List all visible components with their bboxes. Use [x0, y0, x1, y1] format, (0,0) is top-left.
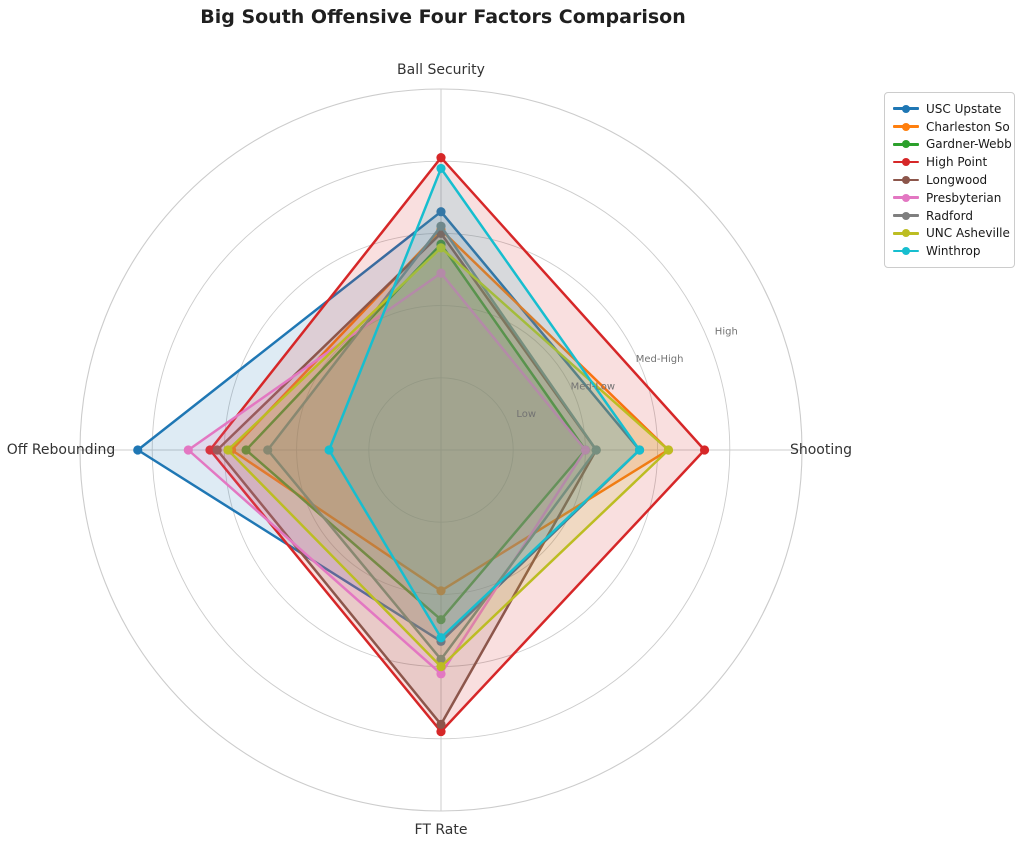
- legend-label: High Point: [926, 155, 988, 170]
- r-tick-label: High: [715, 326, 738, 337]
- r-tick-label: Med-High: [636, 354, 684, 365]
- legend-item: USC Upstate: [893, 100, 1006, 118]
- legend-item: Longwood: [893, 171, 1006, 189]
- r-tick-label: Low: [516, 409, 536, 420]
- series-point: [699, 445, 710, 455]
- legend-line-marker-icon: [893, 211, 919, 220]
- series-point: [436, 163, 446, 174]
- series-fill: [210, 157, 705, 732]
- legend-line-marker-icon: [893, 122, 919, 131]
- series-point: [183, 445, 193, 455]
- series-point: [436, 669, 446, 679]
- legend-item: Presbyterian: [893, 189, 1006, 207]
- series-fill: [188, 273, 586, 674]
- series-point: [436, 726, 446, 737]
- series-point: [133, 445, 143, 455]
- chart-title: Big South Offensive Four Factors Compari…: [200, 6, 686, 28]
- series-point: [591, 445, 601, 455]
- category-label: FT Rate: [415, 822, 468, 838]
- series-point: [241, 445, 251, 455]
- series-point: [205, 445, 215, 455]
- series-point: [223, 445, 233, 455]
- r-tick-label: Med-Low: [571, 382, 615, 393]
- series-point: [263, 445, 273, 455]
- category-label: Ball Security: [397, 62, 485, 78]
- series-point: [436, 586, 446, 596]
- series-point: [436, 719, 446, 729]
- series-point: [436, 207, 446, 217]
- legend-item: UNC Asheville: [893, 225, 1010, 243]
- series-point: [634, 445, 645, 455]
- legend-label: Longwood: [926, 173, 988, 188]
- legend-line-marker-icon: [893, 176, 919, 185]
- legend-line-marker-icon: [893, 104, 919, 113]
- series-fill: [329, 168, 640, 638]
- series-point: [212, 445, 222, 455]
- legend-line-marker-icon: [893, 158, 919, 167]
- legend-line-marker-icon: [893, 247, 919, 256]
- legend-item: Charleston So: [893, 118, 1010, 136]
- series-fill: [217, 233, 597, 725]
- series-point: [663, 445, 674, 455]
- legend-item: Radford: [893, 207, 1006, 225]
- series-point: [436, 243, 446, 253]
- series-point: [436, 152, 446, 163]
- legend-line-marker-icon: [893, 140, 919, 149]
- legend-item: Winthrop: [893, 242, 1006, 260]
- legend: USC Upstate Charleston So Gardner-Webb High…: [884, 92, 1015, 269]
- series-point: [436, 221, 446, 231]
- legend-line-marker-icon: [893, 229, 919, 238]
- series-fill: [246, 244, 586, 620]
- series-point: [324, 445, 334, 455]
- series-point: [580, 445, 591, 455]
- series-point: [436, 615, 446, 625]
- series-point: [436, 654, 446, 664]
- legend-item: Gardner-Webb: [893, 136, 1012, 154]
- series-point: [436, 268, 446, 278]
- legend-label: Charleston So: [926, 119, 1010, 134]
- legend-label: Presbyterian: [926, 190, 1002, 205]
- legend-line-marker-icon: [893, 193, 919, 202]
- series-point: [436, 633, 446, 643]
- legend-item: High Point: [893, 153, 1006, 171]
- legend-label: Radford: [926, 208, 973, 223]
- legend-label: Winthrop: [926, 244, 981, 259]
- legend-label: Gardner-Webb: [926, 137, 1012, 152]
- legend-label: UNC Asheville: [926, 226, 1010, 241]
- legend-label: USC Upstate: [926, 101, 1002, 116]
- category-label: Off Rebounding: [7, 442, 116, 458]
- category-label: Shooting: [790, 442, 852, 458]
- series-fill: [267, 226, 597, 660]
- series-point: [436, 662, 446, 672]
